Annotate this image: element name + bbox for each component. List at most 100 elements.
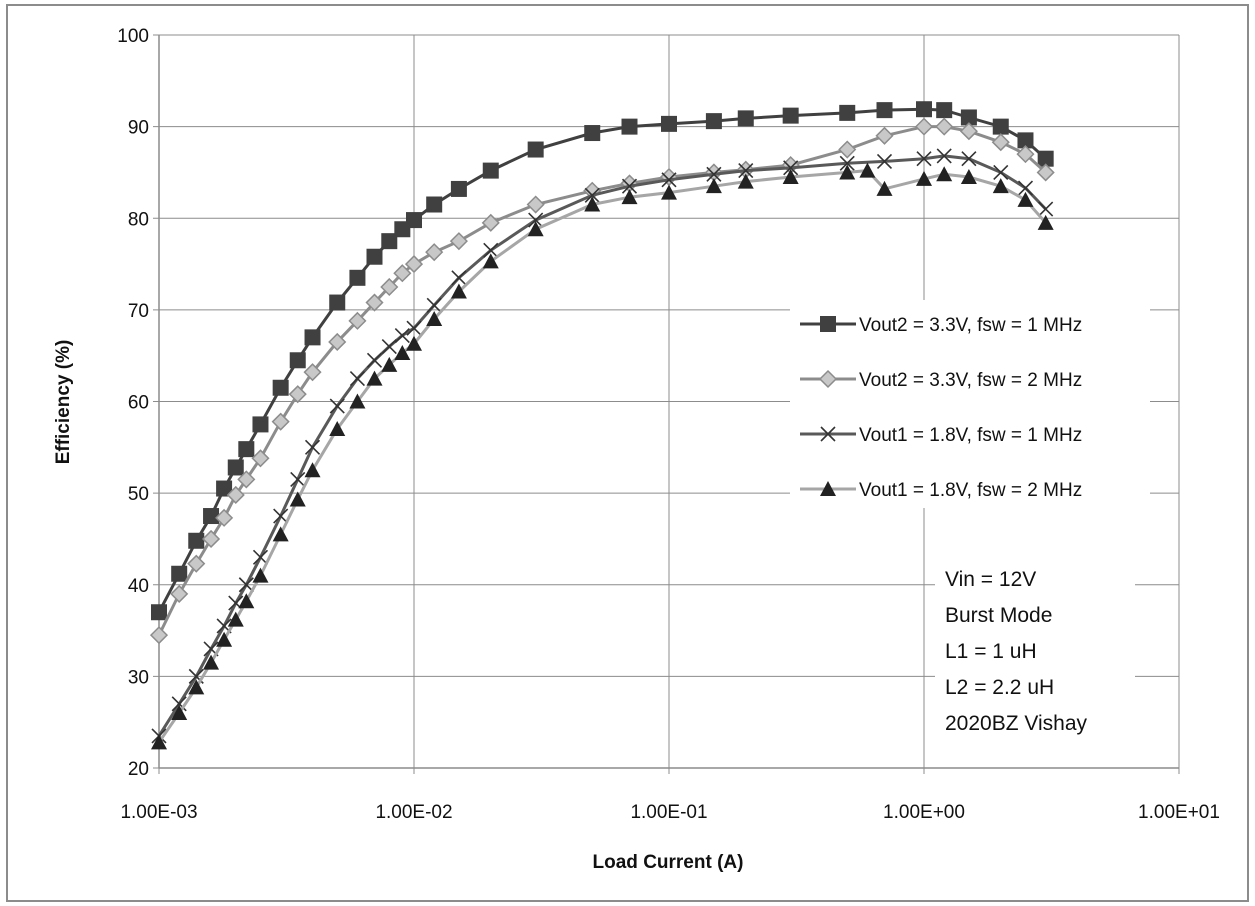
data-point <box>1036 163 1055 182</box>
data-point <box>838 140 857 159</box>
data-point <box>394 344 411 360</box>
data-point <box>329 398 345 414</box>
data-point <box>349 269 366 286</box>
data-point <box>705 113 722 130</box>
data-point <box>960 169 977 185</box>
data-point <box>170 584 189 603</box>
data-point <box>303 363 322 382</box>
data-point <box>226 485 245 505</box>
data-point <box>621 189 638 205</box>
x-tick-label: 1.00E-02 <box>375 802 452 823</box>
data-point <box>876 180 893 196</box>
data-point <box>406 335 422 351</box>
data-point <box>482 253 499 269</box>
data-point <box>328 332 347 352</box>
legend-swatch-marker <box>820 426 836 442</box>
y-tick-label: 90 <box>128 118 149 139</box>
data-point <box>961 151 977 167</box>
y-tick-label: 70 <box>128 301 149 322</box>
annotation-box: Vin = 12V Burst Mode L1 = 1 uH L2 = 2.2 … <box>935 555 1135 750</box>
data-point <box>959 122 978 141</box>
legend-swatch-marker <box>820 481 836 496</box>
data-point <box>782 169 799 185</box>
data-point <box>960 109 977 126</box>
data-point <box>876 102 893 119</box>
x-tick-label: 1.00E+00 <box>883 802 965 823</box>
legend-swatch-marker <box>818 369 838 389</box>
series-1 <box>151 101 1054 621</box>
data-point <box>251 449 270 468</box>
data-point <box>482 162 499 179</box>
data-point <box>876 153 893 170</box>
data-point <box>1017 180 1034 196</box>
data-point <box>366 248 383 265</box>
data-point <box>992 118 1009 135</box>
data-point <box>304 462 321 478</box>
legend-label: Vout1 = 1.8V, fsw = 1 MHz <box>859 425 1082 446</box>
data-point <box>304 439 321 455</box>
data-point <box>393 264 412 283</box>
legend-item: Vout1 = 1.8V, fsw = 2 MHz <box>800 480 1082 501</box>
x-tick-label: 1.00E+01 <box>1138 802 1220 823</box>
data-point <box>451 270 467 286</box>
data-point <box>526 195 545 214</box>
data-point <box>289 352 306 369</box>
y-tick-label: 50 <box>128 484 149 505</box>
legend-item: Vout1 = 1.8V, fsw = 1 MHz <box>800 425 1082 446</box>
data-point <box>839 164 856 180</box>
data-point <box>203 654 220 670</box>
y-tick-label: 30 <box>128 667 149 688</box>
data-point <box>404 255 424 274</box>
data-point <box>936 102 953 119</box>
data-point <box>782 107 799 124</box>
data-point <box>1017 191 1034 207</box>
data-point <box>288 385 307 404</box>
data-point <box>875 126 894 145</box>
data-point <box>365 293 384 312</box>
data-point <box>252 549 269 565</box>
data-point <box>450 180 467 197</box>
series-2 <box>149 117 1055 645</box>
data-point <box>705 178 722 194</box>
data-point <box>149 626 169 645</box>
data-point <box>839 104 856 121</box>
axes <box>153 34 1180 774</box>
data-point <box>527 221 544 237</box>
data-point <box>916 101 932 118</box>
data-point <box>272 526 289 542</box>
data-point <box>406 212 422 229</box>
y-axis-label: Efficiency (%) <box>53 340 74 465</box>
annotation-line: L2 = 2.2 uH <box>945 676 1054 699</box>
data-point <box>426 196 443 213</box>
data-point <box>737 110 754 127</box>
y-tick-label: 60 <box>128 393 149 414</box>
x-tick-label: 1.00E-03 <box>120 802 197 823</box>
data-point <box>171 565 188 582</box>
data-point <box>366 352 383 368</box>
data-point <box>1038 201 1054 217</box>
data-point <box>381 233 398 250</box>
annotation-line: 2020BZ Vishay <box>945 712 1088 735</box>
data-point <box>936 148 952 164</box>
data-point <box>348 311 367 330</box>
data-point <box>151 734 167 750</box>
data-point <box>659 167 679 187</box>
data-point <box>1016 145 1035 164</box>
data-point <box>394 327 410 344</box>
data-point <box>738 163 754 179</box>
y-tick-label: 80 <box>128 209 149 230</box>
data-point <box>449 232 468 251</box>
data-point <box>1037 214 1054 230</box>
annotation-line: Burst Mode <box>945 604 1052 627</box>
data-point <box>584 125 601 142</box>
data-point <box>381 338 397 355</box>
data-point <box>839 155 855 171</box>
data-point <box>584 187 600 203</box>
data-point <box>584 196 601 212</box>
legend: Vout2 = 3.3V, fsw = 1 MHz Vout2 = 3.3V, f… <box>790 300 1150 508</box>
data-point <box>991 133 1010 152</box>
series-4 <box>151 162 1054 750</box>
data-point <box>187 554 206 573</box>
data-point <box>621 118 638 135</box>
data-point <box>661 115 677 132</box>
